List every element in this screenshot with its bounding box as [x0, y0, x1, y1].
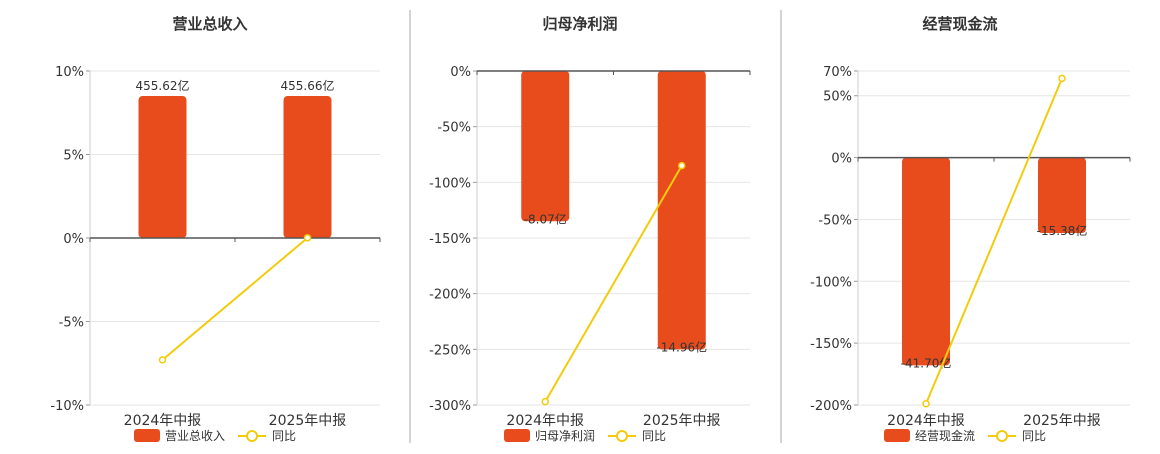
- bar: [283, 96, 332, 238]
- yoy-point: [541, 397, 549, 406]
- y-tick-label: -5%: [59, 316, 84, 331]
- bar-value-label: -8.07亿: [524, 211, 567, 226]
- legend-bar-swatch: [884, 429, 910, 442]
- yoy-line: [161, 237, 309, 361]
- chart-panel-2: 归母净利润 0% -50% -100% -150% -200% -250% -300% -8.0…: [429, 15, 751, 443]
- yoy-point: [922, 400, 930, 408]
- y-tick-label: -50%: [437, 121, 471, 136]
- bar: [521, 71, 570, 222]
- y-tick-label: -300%: [429, 399, 471, 414]
- yoy-line: [544, 165, 683, 403]
- y-tick-label: -50%: [818, 213, 852, 228]
- y-tick-label: -100%: [429, 176, 471, 191]
- y-tick-label: -150%: [810, 337, 852, 352]
- legend-line-marker: [616, 430, 628, 442]
- bar-value-label: 455.62亿: [136, 78, 190, 93]
- x-tick-label: 2024年中报: [887, 413, 965, 429]
- bar-value-label: 455.66亿: [281, 78, 335, 93]
- yoy-point: [158, 356, 167, 364]
- legend-bar-swatch: [134, 429, 160, 442]
- x-tick-label: 2025年中报: [269, 413, 347, 429]
- legend-bar-label: 归母净利润: [535, 429, 595, 443]
- bar: [138, 96, 187, 238]
- yoy-line: [925, 78, 1063, 405]
- y-tick-label: 0%: [450, 65, 471, 80]
- bar: [902, 157, 950, 366]
- y-tick-label: -250%: [429, 343, 471, 358]
- chart-panel-3: 经营现金流 70% 50% 0% -50% -100% -150% -200% -41.70亿 -…: [810, 15, 1131, 443]
- y-tick-label: 0%: [831, 152, 852, 167]
- x-tick-label: 2024年中报: [506, 413, 584, 429]
- chart-panel-1: 营业总收入 10% 5% 0% -5% -10% 455.62亿 455.66亿 2024年中报…: [50, 15, 381, 443]
- legend-bar-label: 营业总收入: [165, 429, 225, 443]
- yoy-point: [678, 161, 686, 170]
- x-tick-label: 2025年中报: [643, 413, 721, 429]
- y-tick-label: -200%: [429, 288, 471, 303]
- y-tick-label: -150%: [429, 232, 471, 247]
- y-tick-label: -200%: [810, 399, 852, 414]
- chart-title: 经营现金流: [922, 15, 997, 33]
- legend-line-label: 同比: [272, 429, 296, 443]
- bar-value-label: -41.70亿: [901, 355, 952, 370]
- legend-line-marker: [996, 430, 1008, 442]
- yoy-point: [303, 234, 312, 242]
- chart-title: 归母净利润: [542, 15, 617, 33]
- bar-value-label: -15.38亿: [1037, 223, 1088, 238]
- x-tick-label: 2025年中报: [1023, 413, 1101, 429]
- y-tick-label: 50%: [823, 90, 852, 105]
- legend-bar-label: 经营现金流: [915, 428, 975, 443]
- y-tick-label: 70%: [823, 65, 852, 80]
- y-tick-label: 5%: [63, 149, 84, 164]
- yoy-point: [1058, 74, 1066, 83]
- bar: [1038, 157, 1086, 234]
- y-tick-label: 0%: [63, 232, 84, 247]
- legend-line-label: 同比: [642, 429, 666, 443]
- bar: [657, 71, 706, 350]
- legend-line-marker: [246, 430, 258, 442]
- legend-bar-swatch: [504, 429, 530, 442]
- x-tick-label: 2024年中报: [124, 413, 202, 429]
- y-tick-label: -100%: [810, 275, 852, 290]
- chart-title: 营业总收入: [172, 15, 247, 33]
- legend-line-label: 同比: [1022, 429, 1046, 443]
- bar-value-label: -14.96亿: [656, 339, 707, 354]
- y-tick-label: -10%: [50, 399, 84, 414]
- y-tick-label: 10%: [55, 65, 84, 80]
